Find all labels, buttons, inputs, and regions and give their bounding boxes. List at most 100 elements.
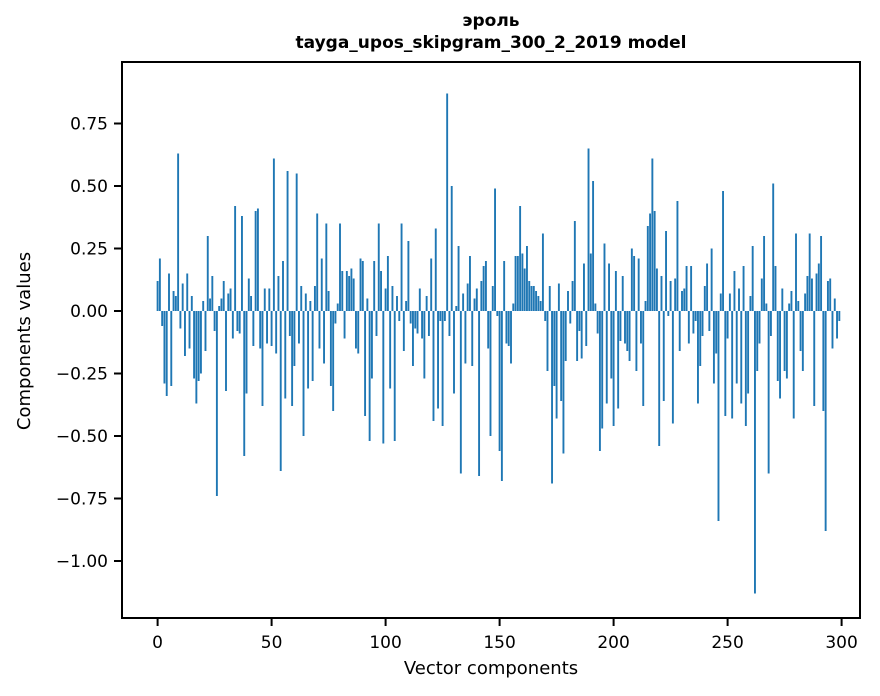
bar	[421, 311, 424, 339]
bar	[304, 293, 307, 311]
bar	[601, 311, 604, 429]
bar	[464, 311, 467, 364]
bar	[756, 311, 759, 371]
bar	[480, 281, 483, 311]
bar	[373, 261, 376, 311]
x-axis-label: Vector components	[403, 658, 579, 679]
bar	[605, 311, 608, 404]
bar	[740, 311, 743, 404]
bar	[722, 191, 724, 311]
x-tick-label: 100	[369, 633, 401, 653]
bar	[427, 311, 430, 336]
y-axis-label-text: Components values	[14, 251, 35, 431]
bar	[361, 261, 364, 311]
bar	[619, 311, 622, 341]
bar	[377, 223, 380, 311]
bar	[774, 266, 777, 311]
bar	[380, 271, 382, 311]
bar	[284, 311, 287, 399]
bar	[733, 271, 736, 311]
bar	[384, 288, 387, 311]
bar	[724, 311, 727, 416]
bar	[779, 311, 781, 399]
bar	[708, 311, 711, 331]
bar	[621, 276, 624, 311]
bar	[785, 311, 788, 379]
bar	[286, 171, 289, 311]
bar	[826, 281, 829, 311]
bar	[653, 211, 656, 311]
bar	[161, 311, 164, 326]
bar	[637, 258, 640, 311]
bar	[701, 311, 704, 336]
bar	[439, 311, 442, 321]
y-tick-label: 0.50	[70, 177, 108, 197]
bar	[475, 288, 478, 311]
bar	[776, 311, 779, 381]
bar	[526, 246, 528, 311]
bar	[168, 273, 170, 311]
x-tick-label: 300	[825, 633, 857, 653]
bar	[644, 301, 647, 311]
bar	[751, 246, 754, 311]
bar	[683, 288, 686, 311]
bar	[754, 311, 756, 594]
bar	[674, 278, 677, 311]
bar	[614, 271, 617, 311]
bar	[279, 311, 282, 471]
bar	[585, 311, 588, 346]
bar	[795, 233, 797, 311]
bar	[535, 291, 538, 311]
bar	[567, 291, 569, 311]
bar	[334, 311, 337, 324]
bar	[252, 311, 255, 346]
bar	[215, 311, 218, 496]
bar	[229, 288, 232, 311]
bar	[355, 311, 357, 349]
bar	[799, 311, 802, 351]
bar	[576, 311, 579, 361]
bar	[190, 296, 193, 311]
bar	[667, 311, 670, 316]
bar	[414, 311, 417, 329]
bar	[717, 311, 720, 521]
bar	[500, 311, 503, 481]
bar	[270, 311, 273, 346]
bar	[184, 311, 186, 356]
bar	[391, 286, 394, 311]
bar	[259, 311, 262, 349]
bar	[628, 311, 631, 361]
plot-border	[121, 61, 861, 619]
bar	[307, 311, 310, 389]
bar	[651, 158, 654, 311]
bar	[316, 213, 319, 311]
bar	[256, 208, 259, 311]
bar	[633, 256, 636, 311]
bar	[172, 291, 175, 311]
bar	[350, 268, 353, 311]
bar	[254, 211, 257, 311]
bar	[275, 311, 278, 354]
bar	[236, 311, 239, 331]
bar	[694, 311, 697, 321]
bar	[808, 233, 811, 311]
bar	[425, 296, 428, 311]
bar	[624, 311, 626, 344]
bar	[822, 311, 825, 411]
bar	[649, 213, 652, 311]
bar	[398, 311, 401, 321]
bar	[562, 311, 565, 454]
bar	[836, 311, 838, 339]
bar	[402, 311, 405, 351]
chart-subtitle: tayga_upos_skipgram_300_2_2019 model	[295, 33, 687, 53]
bar	[744, 311, 747, 426]
bar	[758, 311, 761, 344]
bar	[295, 173, 298, 311]
bar	[719, 293, 722, 311]
bar	[706, 263, 709, 311]
bar	[544, 311, 547, 321]
bar	[336, 303, 339, 311]
bar	[238, 311, 241, 334]
bar	[364, 311, 367, 416]
bar	[163, 311, 166, 384]
